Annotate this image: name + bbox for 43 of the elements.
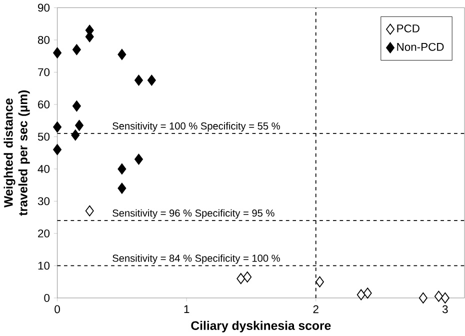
point [85, 205, 94, 216]
annotation: Sensitivity = 84 % Specificity = 100 % [112, 254, 280, 264]
point [236, 273, 246, 284]
point [316, 276, 324, 288]
annotation: Sensitivity = 100 % Specificity = 55 % [112, 122, 280, 132]
y-tick-label: 10 [38, 262, 50, 270]
point [440, 292, 450, 304]
point [53, 121, 62, 132]
point [53, 144, 62, 156]
annotation: Sensitivity = 96 % Specificity = 95 % [112, 209, 274, 219]
point [434, 290, 443, 302]
point [71, 130, 80, 141]
point [356, 289, 366, 300]
point [243, 271, 252, 282]
x-tick-label: 0 [54, 305, 60, 314]
y-tick-label: 50 [38, 132, 50, 141]
point [118, 163, 126, 174]
y-tick-label: 40 [38, 164, 50, 173]
y-tick-label: 60 [38, 100, 50, 108]
y-tick-label: 70 [38, 68, 50, 76]
point [72, 44, 81, 56]
x-axis-title: Ciliary dyskinesia score [191, 320, 331, 332]
y-axis-title: Weighted distance traveled per sec (μm) [4, 90, 30, 216]
y-tick-label: 30 [38, 197, 50, 206]
point [418, 292, 428, 304]
legend-label: PCD [397, 24, 420, 32]
y-tick-label: 90 [38, 4, 50, 12]
x-tick-label: 2 [313, 305, 318, 314]
x-tick-label: 3 [442, 305, 448, 314]
point [118, 182, 126, 194]
point [147, 74, 156, 86]
point [118, 48, 126, 60]
point [72, 100, 81, 112]
y-tick-label: 20 [38, 229, 50, 238]
point [134, 154, 143, 165]
point [134, 74, 143, 86]
legend-label: Non-PCD [397, 42, 444, 51]
y-tick-label: 80 [38, 36, 50, 44]
x-tick-label: 1 [184, 305, 190, 313]
point [53, 47, 62, 58]
point [75, 120, 84, 131]
point [363, 288, 372, 299]
y-tick-label: 0 [44, 294, 50, 302]
